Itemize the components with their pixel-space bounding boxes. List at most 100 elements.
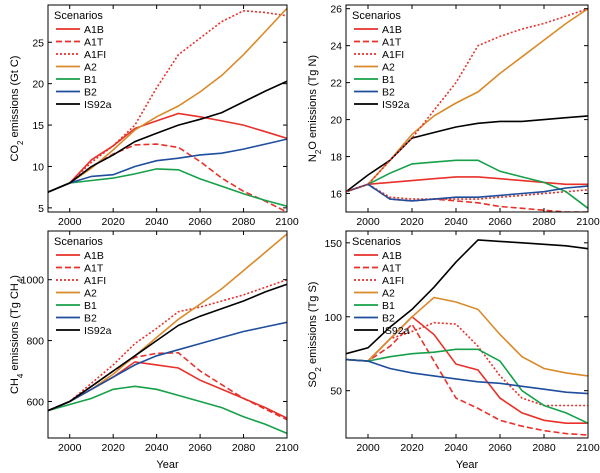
legend-title: Scenarios bbox=[54, 10, 103, 22]
x-axis-label: Year bbox=[156, 459, 179, 471]
legend-label-a1b: A1B bbox=[382, 250, 402, 262]
series-line-b1 bbox=[48, 385, 287, 435]
legend-label-a1t: A1T bbox=[382, 263, 402, 275]
y-tick-label: 600 bbox=[26, 396, 44, 408]
series-line-b2 bbox=[346, 358, 588, 395]
series-line-b1 bbox=[48, 168, 287, 207]
legend-label-a1fi: A1FI bbox=[382, 49, 404, 61]
series-line-a2 bbox=[346, 296, 588, 377]
series-line-a1b bbox=[346, 176, 588, 193]
y-tick-label: 15 bbox=[32, 120, 44, 132]
y-tick-label: 25 bbox=[32, 37, 44, 49]
legend-label-b2: B2 bbox=[84, 313, 97, 325]
x-tick-label: 2040 bbox=[444, 442, 468, 454]
y-axis-label: CH4 emissions (Tg CH4) bbox=[9, 275, 25, 394]
panel-top-right: 2000 2020 2040 2060 2080 2100 16 18 20 22 24 26 N2O … bbox=[307, 4, 600, 228]
panel-top-left: 2000 2020 2040 2060 2080 2100 5 10 15 20 25 CO2 emi… bbox=[9, 4, 299, 228]
series-line-a1fi bbox=[48, 9, 287, 193]
x-tick-label: 2040 bbox=[145, 216, 169, 228]
y-tick-label: 20 bbox=[330, 115, 342, 127]
x-tick-label: 2020 bbox=[400, 216, 424, 228]
plot-frame bbox=[47, 230, 288, 439]
x-tick-label: 2060 bbox=[488, 442, 512, 454]
x-tick-label: 2020 bbox=[102, 442, 126, 454]
y-tick-label: 800 bbox=[26, 336, 44, 348]
x-tick-label: 2020 bbox=[102, 216, 126, 228]
series-line-is92a bbox=[48, 80, 287, 193]
plot-frame bbox=[345, 4, 589, 213]
legend-title: Scenarios bbox=[54, 236, 103, 248]
legend-label-a1t: A1T bbox=[84, 37, 104, 49]
x-tick-label: 2000 bbox=[356, 216, 380, 228]
x-tick-label: 2040 bbox=[444, 216, 468, 228]
series-line-is92a bbox=[48, 283, 287, 412]
y-tick-label: 22 bbox=[330, 78, 342, 90]
legend-label-a2: A2 bbox=[84, 288, 97, 300]
legend-label-is92a: IS92a bbox=[382, 99, 410, 111]
series-line-a1t bbox=[48, 351, 287, 421]
x-tick-label: 2000 bbox=[356, 442, 380, 454]
legend-title: Scenarios bbox=[352, 236, 401, 248]
x-axis-label: Year bbox=[456, 459, 479, 471]
legend-label-a1t: A1T bbox=[382, 37, 402, 49]
y-tick-label: 16 bbox=[330, 189, 342, 201]
x-tick-label: 2100 bbox=[576, 216, 600, 228]
series-line-is92a bbox=[346, 239, 588, 355]
y-tick-label: 100 bbox=[324, 312, 342, 324]
legend-label-b2: B2 bbox=[84, 87, 97, 99]
legend-label-a1b: A1B bbox=[382, 24, 402, 36]
y-axis-label: N2O emissions (Tg N) bbox=[307, 55, 323, 162]
legend-label-a1fi: A1FI bbox=[84, 49, 106, 61]
x-tick-label: 2020 bbox=[400, 442, 424, 454]
x-tick-label: 2100 bbox=[275, 216, 299, 228]
y-tick-label: 150 bbox=[324, 238, 342, 250]
series-line-b2 bbox=[48, 321, 287, 412]
legend-label-b1: B1 bbox=[84, 74, 97, 86]
legend-label-is92a: IS92a bbox=[84, 99, 112, 111]
x-tick-label: 2000 bbox=[58, 442, 82, 454]
x-tick-label: 2060 bbox=[188, 216, 212, 228]
y-tick-label: 18 bbox=[330, 152, 342, 164]
legend-label-a2: A2 bbox=[84, 62, 97, 74]
legend-label-b1: B1 bbox=[382, 74, 395, 86]
legend-label-is92a: IS92a bbox=[382, 325, 410, 337]
legend-label-b1: B1 bbox=[84, 300, 97, 312]
legend-label-a1fi: A1FI bbox=[382, 275, 404, 287]
legend-label-a1b: A1B bbox=[84, 24, 104, 36]
y-tick-label: 26 bbox=[330, 4, 342, 16]
legend-label-is92a: IS92a bbox=[84, 325, 112, 337]
series-line-a1fi bbox=[346, 183, 588, 200]
legend-label-a2: A2 bbox=[382, 288, 395, 300]
y-tick-label: 24 bbox=[330, 41, 342, 53]
x-tick-label: 2080 bbox=[532, 216, 556, 228]
x-tick-label: 2080 bbox=[232, 442, 256, 454]
plot-frame bbox=[47, 4, 288, 213]
x-tick-label: 2100 bbox=[576, 442, 600, 454]
legend-label-b2: B2 bbox=[382, 87, 395, 99]
series-line-b1 bbox=[346, 348, 588, 424]
legend-label-a1b: A1B bbox=[84, 250, 104, 262]
series-line-b2 bbox=[346, 183, 588, 202]
series-line-a2 bbox=[346, 8, 588, 193]
series-line-a1t bbox=[346, 322, 588, 436]
series-line-a2 bbox=[48, 7, 287, 193]
series-line-b1 bbox=[346, 159, 588, 209]
x-tick-label: 2040 bbox=[145, 442, 169, 454]
series-line-a1t bbox=[346, 183, 588, 212]
legend-title: Scenarios bbox=[352, 10, 401, 22]
series-line-b2 bbox=[48, 138, 287, 193]
x-tick-label: 2080 bbox=[232, 216, 256, 228]
plot-frame bbox=[345, 230, 589, 439]
legend-label-a1fi: A1FI bbox=[84, 275, 106, 287]
panel-bottom-right: 2000 2020 2040 2060 2080 2100 50 100 150 SO2 emis… bbox=[307, 230, 600, 471]
legend-label-a2: A2 bbox=[382, 62, 395, 74]
legend-label-a1t: A1T bbox=[84, 263, 104, 275]
x-tick-label: 2080 bbox=[532, 442, 556, 454]
y-tick-label: 10 bbox=[32, 161, 44, 173]
x-tick-label: 2000 bbox=[58, 216, 82, 228]
